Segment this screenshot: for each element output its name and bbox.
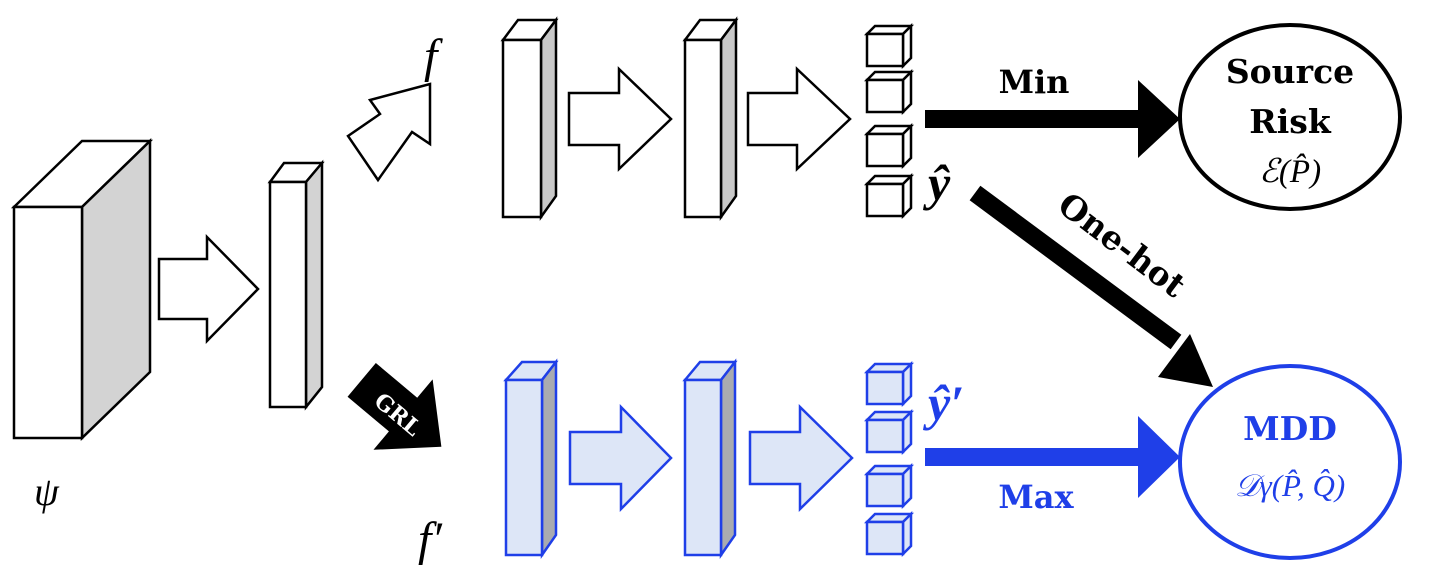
classifier-f-prime-layer-2 (682, 358, 738, 559)
min-arrow-icon (925, 80, 1180, 158)
one-hot-arrow-icon (969, 185, 1213, 387)
one-hot-label: One-hot (1051, 185, 1194, 306)
branch-arrow-top-icon (346, 82, 432, 183)
psi-label: ψ (34, 469, 60, 514)
classifier-f-layer-2 (682, 16, 739, 221)
max-label: Max (998, 478, 1074, 516)
grl-arrow-icon (347, 363, 442, 450)
source-risk-formula: ℰ(P̂) (1259, 153, 1321, 190)
y-hat-prime-label: ŷ′ (923, 375, 964, 431)
flow-arrow-icon (157, 233, 260, 345)
classifier-f-prime-layer-1 (503, 358, 559, 559)
mdd-title: MDD (1243, 409, 1337, 448)
feature-vector-block (267, 159, 325, 411)
output-cubes-f-prime (863, 360, 915, 558)
mdd-node (1178, 364, 1402, 560)
f-label: f (424, 30, 443, 83)
min-label: Min (999, 63, 1070, 101)
source-risk-node (1178, 23, 1402, 211)
source-risk-line1: Source (1226, 52, 1354, 91)
flow-arrow-icon (567, 66, 673, 172)
flow-arrow-icon (746, 66, 852, 172)
max-arrow-icon (925, 416, 1180, 498)
classifier-f-layer-1 (500, 16, 559, 221)
feature-extractor-block (10, 138, 154, 441)
flow-arrow-icon (748, 404, 854, 512)
mdd-formula: 𝒟γ(P̂, Q̂) (1235, 468, 1345, 503)
flow-arrow-icon (568, 403, 673, 513)
y-hat-label: ŷ (923, 155, 951, 211)
output-cubes-f (863, 22, 915, 220)
source-risk-line2: Risk (1249, 102, 1332, 141)
f-prime-label: f′ (418, 513, 443, 566)
